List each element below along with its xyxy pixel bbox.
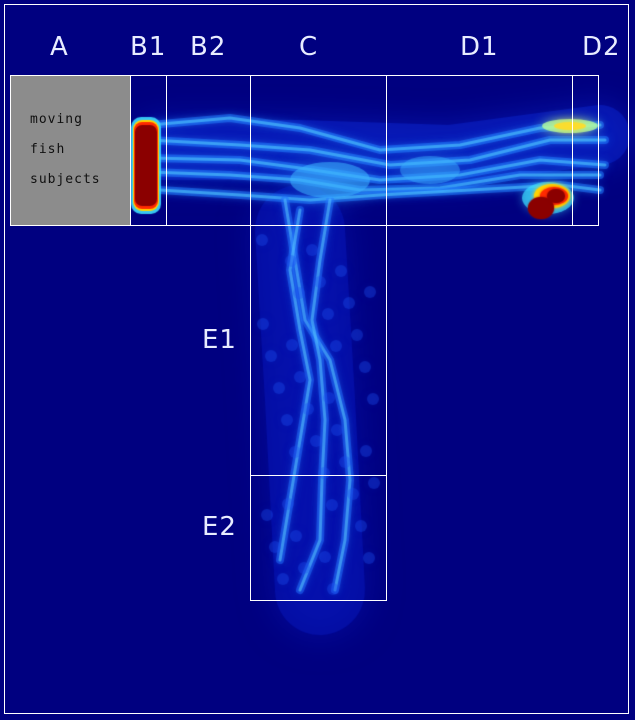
zone-label-d1: D1 <box>460 32 499 62</box>
zone-b2-box <box>166 75 251 226</box>
zone-label-b2: B2 <box>190 32 227 62</box>
zone-b1-box <box>130 75 167 226</box>
zone-label-a: A <box>50 32 69 62</box>
zone-e1-box <box>250 225 387 476</box>
zone-d2-box <box>572 75 599 226</box>
zone-label-d2: D2 <box>582 32 621 62</box>
start-zone-line-1: moving <box>30 112 83 127</box>
zone-label-b1: B1 <box>130 32 167 62</box>
zone-e2-box <box>250 475 387 601</box>
start-zone-a: moving fish subjects <box>11 76 130 225</box>
zone-a-box <box>10 75 131 226</box>
zone-c-box <box>250 75 387 226</box>
zone-d1-box <box>386 75 573 226</box>
start-zone-line-2: fish <box>30 142 66 157</box>
zone-label-e1: E1 <box>202 325 237 355</box>
arena-outer-frame <box>4 4 629 714</box>
zone-label-c: C <box>299 32 319 62</box>
zone-label-e2: E2 <box>202 512 237 542</box>
start-zone-line-3: subjects <box>30 172 101 187</box>
